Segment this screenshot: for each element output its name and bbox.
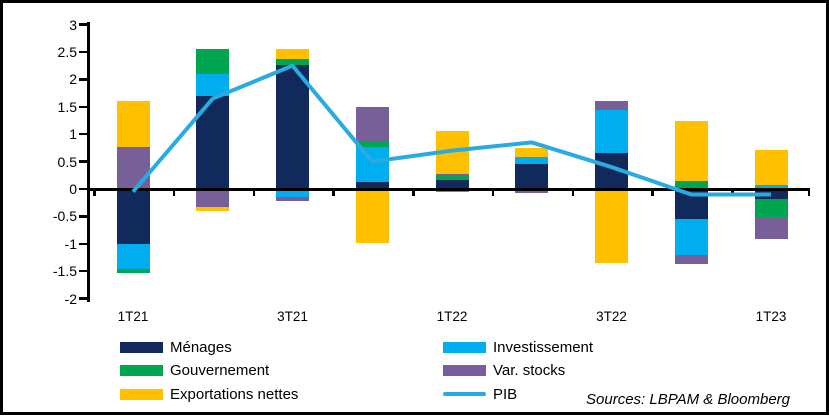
pib-line	[131, 63, 771, 197]
x-axis-tick	[412, 190, 415, 196]
source-note: Sources: LBPAM & Bloomberg	[586, 391, 790, 408]
x-axis-tick-label: 1T21	[117, 309, 149, 324]
bar-segment-var-stocks-2T21	[196, 189, 230, 208]
y-axis-tick-label: 3	[69, 16, 77, 33]
legend-item-m-nages: Ménages	[120, 338, 232, 356]
y-axis-tick-label: 1.5	[57, 98, 77, 115]
y-axis-tick-label: 0	[69, 181, 77, 197]
legend-label: Exportations nettes	[170, 385, 299, 403]
legend-item-investissement: Investissement	[443, 338, 593, 356]
bar-segment-var-stocks-3T22	[595, 101, 628, 110]
legend-item-pib: PIB	[443, 385, 517, 403]
x-axis-tick	[571, 190, 575, 196]
x-axis-tick-label: 1T23	[755, 309, 787, 324]
legend-color-swatch	[120, 341, 163, 353]
x-axis-tick	[252, 190, 256, 196]
bar-segment-var-stocks-4T22	[674, 254, 708, 265]
bar-segment-investissement-1T21	[116, 243, 150, 269]
legend-label: Investissement	[493, 338, 594, 356]
y-axis-tick	[79, 105, 87, 109]
bar-segment-var-stocks-4T21	[355, 106, 389, 142]
legend-item-gouvernement: Gouvernement	[120, 361, 269, 379]
bar-segment-exportations-nettes-2T22	[515, 147, 549, 157]
y-axis-tick-label: 2.5	[57, 44, 77, 60]
bar-segment-exportations-nettes-3T22	[595, 189, 628, 263]
y-axis-tick-label: 0.5	[57, 153, 77, 170]
bar-segment-investissement-4T22	[674, 219, 708, 255]
legend-line-swatch	[443, 392, 486, 396]
y-axis-tick	[79, 78, 87, 81]
legend-label: Gouvernement	[170, 361, 270, 379]
y-axis-tick	[79, 215, 87, 218]
y-axis-tick-label: -1	[64, 235, 77, 252]
legend-color-swatch	[120, 364, 163, 376]
y-axis-tick-label: -1.5	[52, 263, 77, 280]
x-axis-tick	[332, 190, 335, 196]
x-axis-tick-label: 1T22	[436, 309, 468, 324]
bar-segment-gouvernement-3T21	[276, 59, 309, 66]
bar-segment-gouvernement-1T23	[754, 198, 788, 217]
bar-segment-investissement-2T21	[196, 73, 230, 96]
legend-label: Ménages	[170, 338, 232, 356]
bar-segment-investissement-1T23	[754, 184, 788, 189]
y-axis-tick	[79, 23, 87, 26]
bar-segment-exportations-nettes-1T21	[116, 101, 150, 147]
axis-labels-layer: 3 2.5 2 1.5 1 0.5 0 -0.5 -1 -1.5 -2 1T21 3T21 1T22 3T2…	[3, 3, 829, 418]
y-axis-tick-label: 2	[69, 71, 77, 88]
bar-segment-exportations-nettes-3T21	[276, 48, 309, 60]
legend-color-swatch	[120, 388, 163, 400]
y-axis-tick-label: 1	[69, 126, 77, 143]
bar-segment-gouvernement-4T22	[674, 180, 708, 189]
axes-layer	[3, 3, 829, 418]
y-axis-tick	[79, 269, 87, 273]
x-axis-zero-line	[87, 187, 810, 191]
bar-segment-var-stocks-3T21	[276, 197, 309, 201]
x-axis-tick	[651, 190, 654, 196]
x-axis-tick	[491, 190, 495, 196]
bar-segment-m-nages-3T21	[276, 65, 309, 189]
bar-segment-exportations-nettes-1T23	[754, 150, 788, 185]
bar-segment-investissement-3T22	[595, 109, 628, 154]
x-axis-tick	[172, 190, 176, 196]
bar-segment-investissement-4T21	[355, 147, 389, 182]
pib-line-layer	[131, 63, 771, 197]
legend-label: Var. stocks	[493, 361, 566, 379]
bar-segment-gouvernement-1T22	[435, 176, 469, 180]
bar-segment-m-nages-1T21	[116, 189, 150, 244]
y-axis-tick	[79, 132, 87, 136]
bar-segment-exportations-nettes-4T22	[674, 120, 708, 181]
bar-segment-investissement-2T22	[515, 156, 549, 165]
legend-item-var-stocks: Var. stocks	[443, 361, 565, 379]
x-axis-tick-label: 3T21	[277, 309, 308, 324]
bar-segment-var-stocks-1T22	[435, 174, 469, 177]
bar-segment-investissement-3T21	[276, 189, 309, 198]
bar-segment-exportations-nettes-2T21	[196, 207, 230, 212]
bar-segment-var-stocks-2T22	[515, 189, 549, 194]
x-axis-tick	[93, 190, 96, 196]
bar-segment-gouvernement-4T21	[355, 141, 389, 148]
legend-label: PIB	[493, 385, 518, 403]
bar-segment-exportations-nettes-4T21	[355, 189, 389, 244]
y-axis-tick	[79, 297, 87, 300]
y-axis-tick	[79, 187, 87, 191]
bar-segment-m-nages-1T22	[435, 179, 469, 189]
legend-color-swatch	[443, 364, 486, 376]
y-axis-tick-label: -0.5	[52, 208, 77, 225]
bar-segment-m-nages-4T21	[355, 181, 389, 189]
x-axis-tick	[807, 190, 810, 196]
bar-segment-gouvernement-1T21	[116, 269, 150, 274]
bar-segment-m-nages-2T22	[515, 164, 549, 189]
y-axis-tick	[79, 50, 87, 54]
legend-item-exportations-nettes: Exportations nettes	[120, 385, 298, 403]
y-axis-tick	[79, 242, 87, 246]
bar-segment-var-stocks-1T23	[754, 216, 788, 239]
x-axis-tick-label: 3T22	[596, 309, 627, 324]
y-axis-tick-label: -2	[64, 290, 77, 307]
legend: Ménages Gouvernement Exportations nettes In…	[3, 3, 829, 418]
bar-segment-gouvernement-2T21	[196, 49, 230, 74]
y-axis-line	[87, 22, 90, 302]
legend-color-swatch	[443, 341, 486, 353]
y-axis-tick	[79, 160, 87, 163]
